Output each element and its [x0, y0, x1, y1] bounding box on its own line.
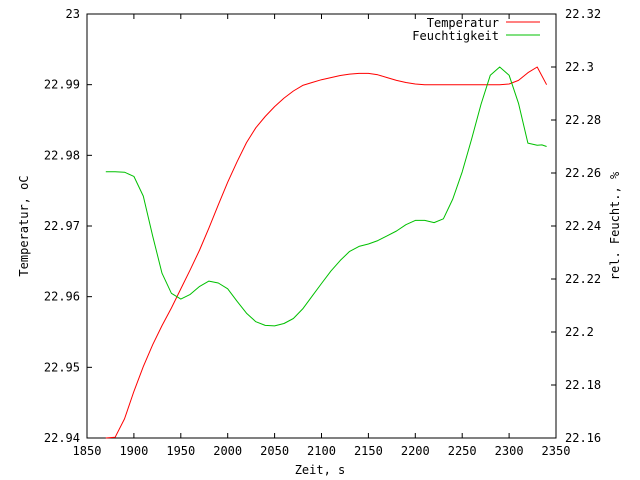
- x-tick-label: 2200: [401, 444, 430, 458]
- x-tick-label: 2300: [495, 444, 524, 458]
- y-left-axis-ticks: 22.94 22.95 22.96 22.97 22.98 22.99 23: [44, 7, 92, 445]
- y-right-axis-label: rel. Feucht., %: [608, 171, 622, 280]
- x-tick-label: 2150: [354, 444, 383, 458]
- x-axis-label: Zeit, s: [295, 463, 346, 477]
- x-tick-label: 1950: [166, 444, 195, 458]
- y-right-tick-label: 22.28: [565, 113, 601, 127]
- x-tick-label: 1900: [119, 444, 148, 458]
- y-right-tick-label: 22.2: [565, 325, 594, 339]
- x-tick-label: 2100: [307, 444, 336, 458]
- y-right-tick-label: 22.24: [565, 219, 601, 233]
- legend: Temperatur Feuchtigkeit: [412, 16, 540, 43]
- x-tick-label: 1850: [73, 444, 102, 458]
- y-left-tick-label: 22.99: [44, 78, 80, 92]
- series-line-temperatur: [105, 66, 548, 439]
- x-tick-label: 2350: [542, 444, 571, 458]
- y-right-tick-label: 22.26: [565, 166, 601, 180]
- y-left-tick-label: 22.98: [44, 148, 80, 162]
- y-right-tick-label: 22.3: [565, 60, 594, 74]
- y-right-tick-label: 22.16: [565, 431, 601, 445]
- x-axis-ticks: 1850 1900 1950 2000 2050 2100 2150 2200 2250 2300…: [73, 14, 571, 458]
- series-layer: [105, 66, 548, 439]
- series-line-feuchtigkeit: [105, 66, 547, 327]
- legend-label-temperatur: Temperatur: [427, 16, 499, 30]
- x-tick-label: 2000: [213, 444, 242, 458]
- y-left-tick-label: 22.95: [44, 360, 80, 374]
- y-left-axis-label: Temperatur, oC: [17, 175, 31, 276]
- y-left-tick-label: 23: [66, 7, 80, 21]
- y-left-tick-label: 22.96: [44, 290, 80, 304]
- x-tick-label: 2050: [260, 444, 289, 458]
- y-left-tick-label: 22.94: [44, 431, 80, 445]
- y-right-tick-label: 22.22: [565, 272, 601, 286]
- y-right-tick-label: 22.32: [565, 7, 601, 21]
- y-left-tick-label: 22.97: [44, 219, 80, 233]
- y-right-axis-ticks: 22.1622.1822.222.2222.2422.2622.2822.322…: [551, 7, 601, 445]
- legend-label-feuchtigkeit: Feuchtigkeit: [412, 29, 499, 43]
- x-tick-label: 2250: [448, 444, 477, 458]
- y-right-tick-label: 22.18: [565, 378, 601, 392]
